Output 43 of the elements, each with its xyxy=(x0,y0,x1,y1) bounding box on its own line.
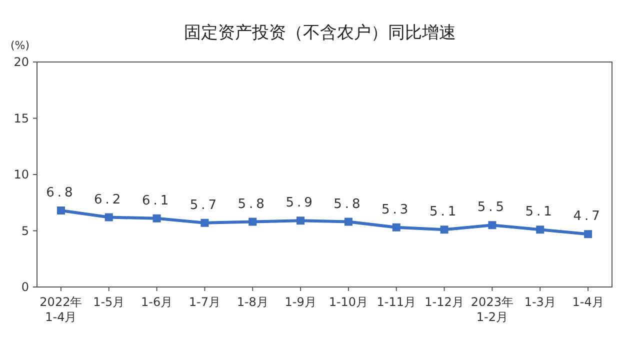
y-tick-label: 0 xyxy=(21,280,29,294)
x-tick-label: 1-7月 xyxy=(188,295,221,309)
x-tick-label: 2023年 1-2月 xyxy=(470,295,514,324)
data-label: 5.8 xyxy=(334,196,364,212)
x-tick-label: 1-4月 xyxy=(572,295,604,309)
x-tick-label: 1-10月 xyxy=(328,295,368,309)
data-label: 5.1 xyxy=(429,204,460,220)
data-label: 5.1 xyxy=(525,204,555,220)
y-tick-label: 10 xyxy=(14,168,29,182)
point xyxy=(536,226,544,234)
point xyxy=(344,218,352,226)
data-label: 5.5 xyxy=(477,200,508,216)
data-label: 6.8 xyxy=(46,186,76,200)
point xyxy=(584,230,592,238)
y-tick-label: 5 xyxy=(21,224,29,238)
data-label: 6.2 xyxy=(94,192,124,208)
point xyxy=(440,226,448,234)
point xyxy=(104,213,113,222)
y-axis-title: (%) xyxy=(10,39,30,52)
x-tick-label: 2022年 1-4月 xyxy=(40,295,82,324)
x-tick-label: 1-8月 xyxy=(236,295,268,309)
point xyxy=(200,218,209,227)
data-label: 5.7 xyxy=(190,198,220,213)
point xyxy=(488,221,496,230)
y-tick-label: 20 xyxy=(14,55,29,69)
x-tick-label: 1-12月 xyxy=(424,295,464,309)
x-tick-label: 1-9月 xyxy=(284,295,316,309)
point xyxy=(248,218,257,226)
x-tick-label: 1-6月 xyxy=(140,295,173,309)
data-label: 5.3 xyxy=(382,202,412,218)
y-tick-label: 15 xyxy=(14,111,29,126)
point xyxy=(56,206,65,214)
x-tick-label: 1-5月 xyxy=(93,295,125,309)
data-label: 6.1 xyxy=(142,193,172,208)
x-tick-label: 1-11月 xyxy=(376,295,416,309)
data-label: 5.8 xyxy=(238,196,268,212)
point xyxy=(392,223,400,232)
chart-title: 固定资产投资（不含农户）同比增速 xyxy=(184,23,456,43)
data-label: 5.9 xyxy=(286,196,316,211)
x-tick-label: 1-3月 xyxy=(524,295,556,309)
data-label: 4.7 xyxy=(573,209,603,224)
point xyxy=(152,214,161,222)
point xyxy=(296,216,305,225)
